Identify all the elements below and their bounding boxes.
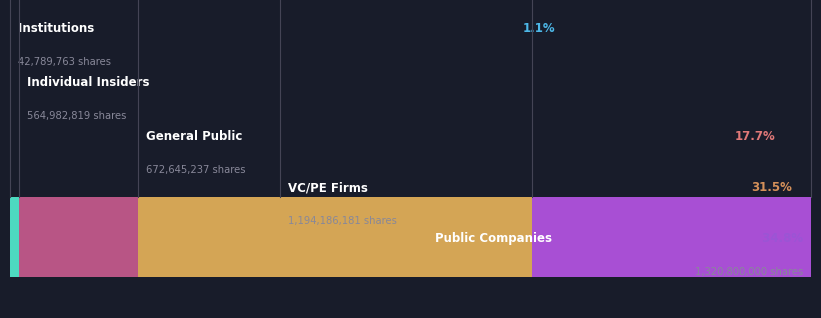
Text: 34.8%: 34.8% [758, 232, 803, 245]
Text: Public Companies: Public Companies [434, 232, 552, 245]
Bar [280, 197, 532, 277]
Bar [138, 197, 280, 277]
Text: 31.5%: 31.5% [751, 181, 792, 194]
Text: General Public: General Public [146, 130, 247, 143]
Bar [10, 197, 19, 277]
Bar [532, 197, 811, 277]
Text: 564,982,819 shares: 564,982,819 shares [27, 111, 126, 121]
Text: Institutions: Institutions [18, 22, 99, 35]
Text: 1,320,800,000 shares: 1,320,800,000 shares [695, 267, 803, 277]
Text: 672,645,237 shares: 672,645,237 shares [146, 165, 245, 175]
Text: 1.1%: 1.1% [523, 22, 556, 35]
Text: 17.7%: 17.7% [735, 130, 776, 143]
Text: Individual Insiders: Individual Insiders [27, 76, 154, 89]
Text: 42,789,763 shares: 42,789,763 shares [18, 57, 111, 67]
Bar [19, 197, 138, 277]
Text: 1,194,186,181 shares: 1,194,186,181 shares [288, 216, 397, 226]
Text: VC/PE Firms: VC/PE Firms [288, 181, 372, 194]
